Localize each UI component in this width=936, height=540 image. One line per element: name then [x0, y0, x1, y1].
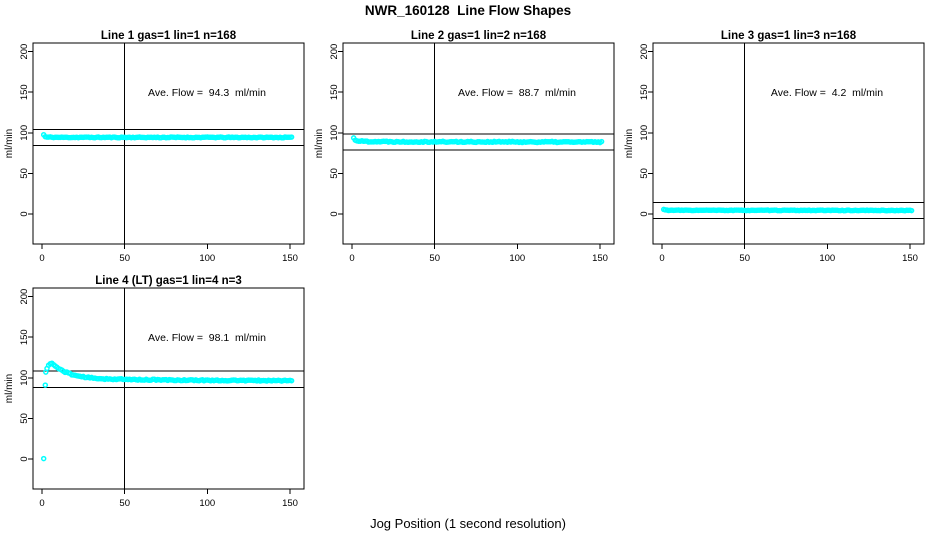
svg-text:100: 100 — [199, 253, 215, 264]
svg-text:50: 50 — [739, 253, 750, 264]
svg-text:100: 100 — [329, 125, 340, 141]
svg-text:100: 100 — [199, 498, 215, 509]
panel-3-ave-flow-annotation: Ave. Flow = 4.2 ml/min — [771, 87, 883, 99]
svg-text:0: 0 — [19, 211, 30, 216]
svg-text:200: 200 — [19, 289, 30, 305]
plot-area-1: 0 50 100 150 200 0 50 100 150 — [19, 42, 305, 264]
svg-text:100: 100 — [509, 253, 525, 264]
panel-4-ave-flow-annotation: Ave. Flow = 98.1 ml/min — [148, 332, 266, 344]
svg-text:150: 150 — [282, 498, 298, 509]
svg-text:100: 100 — [639, 125, 650, 141]
panel-4: Line 4 (LT) gas=1 lin=4 n=3 ml/min Ave. … — [4, 275, 305, 509]
plot-area-4: 0 50 100 150 200 0 50 100 150 — [19, 287, 305, 509]
panel-1-title: Line 1 gas=1 lin=1 n=168 — [101, 30, 237, 42]
svg-text:150: 150 — [592, 253, 608, 264]
panel-4-y-axis-label: ml/min — [4, 374, 15, 403]
panel-2-y-axis-label: ml/min — [314, 129, 325, 158]
svg-text:0: 0 — [659, 253, 664, 264]
x-axis-label: Jog Position (1 second resolution) — [370, 516, 566, 531]
svg-text:50: 50 — [119, 498, 130, 509]
panel-1: Line 1 gas=1 lin=1 n=168 ml/min Ave. Flo… — [4, 30, 305, 264]
panel-3-y-axis-label: ml/min — [624, 129, 635, 158]
panel-3-title: Line 3 gas=1 lin=3 n=168 — [721, 30, 857, 42]
svg-text:0: 0 — [39, 498, 44, 509]
svg-text:150: 150 — [19, 329, 30, 345]
svg-text:100: 100 — [819, 253, 835, 264]
page-title: NWR_160128 Line Flow Shapes — [364, 3, 572, 18]
svg-text:50: 50 — [639, 168, 650, 179]
svg-text:50: 50 — [429, 253, 440, 264]
svg-text:0: 0 — [349, 253, 354, 264]
svg-text:0: 0 — [639, 211, 650, 216]
panel-2-ave-flow-annotation: Ave. Flow = 88.7 ml/min — [458, 87, 576, 99]
svg-text:50: 50 — [19, 168, 30, 179]
svg-text:50: 50 — [119, 253, 130, 264]
svg-text:150: 150 — [639, 84, 650, 100]
svg-text:150: 150 — [19, 84, 30, 100]
panel-1-y-axis-label: ml/min — [4, 129, 15, 158]
svg-text:100: 100 — [19, 370, 30, 386]
plot-area-3: 0 50 100 150 200 0 50 100 150 — [639, 42, 925, 264]
panel-1-ave-flow-annotation: Ave. Flow = 94.3 ml/min — [148, 87, 266, 99]
svg-text:150: 150 — [329, 84, 340, 100]
svg-text:200: 200 — [639, 44, 650, 60]
svg-text:150: 150 — [282, 253, 298, 264]
svg-text:50: 50 — [329, 168, 340, 179]
svg-text:0: 0 — [39, 253, 44, 264]
svg-text:200: 200 — [19, 44, 30, 60]
plot-area-2: 0 50 100 150 200 0 50 100 150 — [329, 42, 615, 264]
svg-text:150: 150 — [902, 253, 918, 264]
svg-text:0: 0 — [329, 211, 340, 216]
svg-text:200: 200 — [329, 44, 340, 60]
panel-2: Line 2 gas=1 lin=2 n=168 ml/min Ave. Flo… — [314, 30, 615, 264]
panel-4-title: Line 4 (LT) gas=1 lin=4 n=3 — [95, 275, 241, 287]
svg-text:50: 50 — [19, 413, 30, 424]
panel-3: Line 3 gas=1 lin=3 n=168 ml/min Ave. Flo… — [624, 30, 925, 264]
svg-text:100: 100 — [19, 125, 30, 141]
svg-text:0: 0 — [19, 456, 30, 461]
panel-2-title: Line 2 gas=1 lin=2 n=168 — [411, 30, 547, 42]
